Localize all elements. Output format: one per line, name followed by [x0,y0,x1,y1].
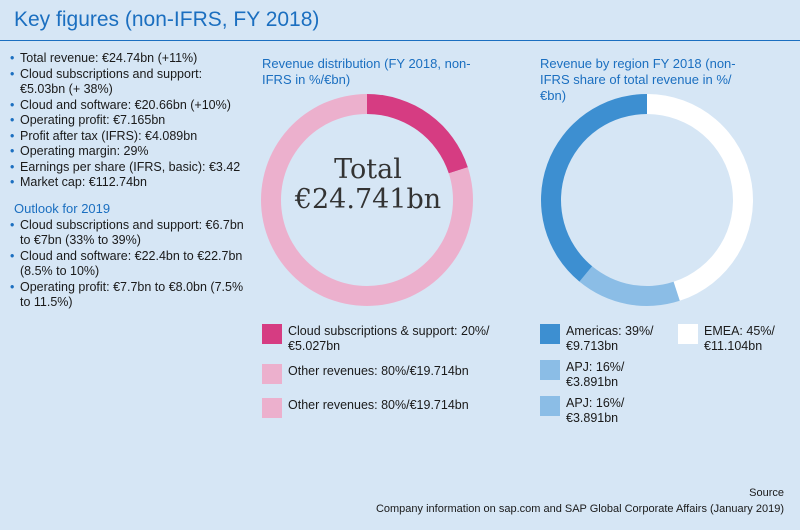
key-figure-item: Profit after tax (IFRS): €4.089bn [10,129,245,145]
revenue-distribution-donut [261,94,473,306]
donut-slice [579,266,680,306]
legend-item: Other revenues: 80%/€19.714bn [262,364,502,384]
key-figure-item: Operating margin: 29% [10,144,245,160]
donut-center-total: Total €24.741bn [262,155,474,215]
legend-label: EMEA: 45%/ €11.104bn [704,324,775,353]
legend-label: APJ: 16%/ €3.891bn [566,360,625,389]
legend-item: APJ: 16%/ €3.891bn [540,360,670,390]
legend-item: Cloud subscriptions & support: 20%/€5.02… [262,324,502,354]
legend-item: APJ: 16%/ €3.891bn [540,396,670,426]
legend-swatch [540,360,560,380]
source-label: Source [749,487,784,499]
legend-item: Americas: 39%/€9.713bn [540,324,670,354]
key-figure-item: Market cap: €112.74bn [10,175,245,191]
legend-swatch [262,398,282,418]
outlook-title: Outlook for 2019 [14,200,111,216]
legend-label: Other revenues: 80%/€19.714bn [288,364,469,378]
outlook-item: Cloud and software: €22.4bn to €22.7bn (… [10,249,245,280]
outlook-item: Operating profit: €7.7bn to €8.0bn (7.5%… [10,280,245,311]
revenue-distribution-title: Revenue distribution (FY 2018, non-IFRS … [262,56,471,87]
key-figure-item: Cloud subscriptions and support: €5.03bn… [10,67,245,98]
legend-label: APJ: 16%/ €3.891bn [566,396,625,425]
key-figures-list: Total revenue: €24.74bn (+11%) Cloud sub… [10,51,245,191]
legend-swatch [262,364,282,384]
legend-label: Cloud subscriptions & support: 20%/€5.02… [288,324,490,353]
legend-swatch [540,324,560,344]
outlook-list: Cloud subscriptions and support: €6.7bn … [10,218,245,311]
revenue-by-region-title: Revenue by region FY 2018 (non-IFRS shar… [540,56,736,103]
title-divider [0,40,800,41]
revenue-by-region-legend: Americas: 39%/€9.713bn EMEA: 45%/ €11.10… [540,324,790,434]
legend-label: Other revenues: 80%/€19.714bn [288,398,469,412]
key-figure-item: Total revenue: €24.74bn (+11%) [10,51,245,67]
donut-slice [367,94,468,174]
legend-swatch [262,324,282,344]
key-figure-item: Cloud and software: €20.66bn (+10%) [10,98,245,114]
legend-item: Other revenues: 80%/€19.714bn [262,398,502,418]
key-figure-item: Operating profit: €7.165bn [10,113,245,129]
legend-item: EMEA: 45%/ €11.104bn [678,324,790,354]
source-text: Company information on sap.com and SAP G… [375,503,784,515]
legend-swatch [540,396,560,416]
key-figure-item: Earnings per share (IFRS, basic): €3.42 [10,160,245,176]
legend-label: Americas: 39%/€9.713bn [566,324,654,353]
page-title: Key figures (non-IFRS, FY 2018) [14,8,320,31]
revenue-by-region-donut [541,94,753,306]
outlook-item: Cloud subscriptions and support: €6.7bn … [10,218,245,249]
revenue-distribution-legend: Cloud subscriptions & support: 20%/€5.02… [262,324,502,444]
key-figures-panel: Total revenue: €24.74bn (+11%) Cloud sub… [10,51,245,311]
total-label: Total [334,154,402,185]
total-value: €24.741bn [294,184,442,215]
legend-swatch [678,324,698,344]
donut-slice [647,94,753,301]
donut-slice [541,94,647,282]
